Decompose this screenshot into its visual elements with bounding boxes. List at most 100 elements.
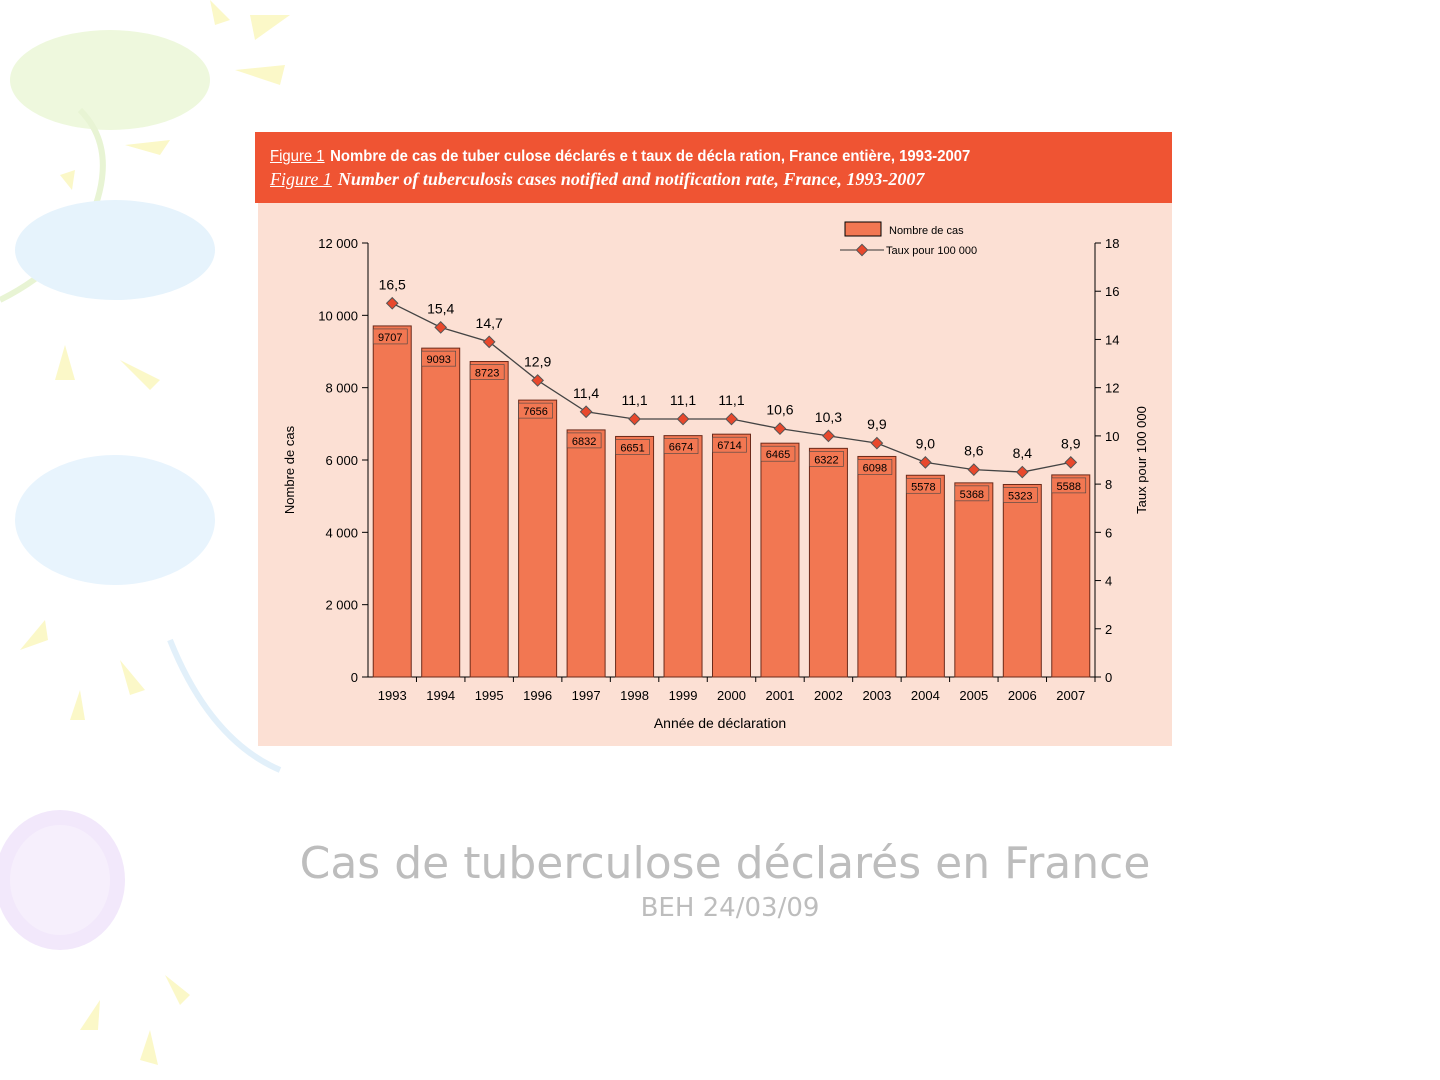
bar-value-label: 6674 bbox=[669, 442, 693, 454]
bar-value-label: 6322 bbox=[814, 454, 838, 466]
y-tick-label: 4 000 bbox=[325, 525, 358, 540]
x-tick-label: 1998 bbox=[620, 688, 649, 703]
rate-point bbox=[773, 422, 787, 436]
bar-value-label: 5588 bbox=[1057, 481, 1081, 493]
rate-value-label: 14,7 bbox=[476, 315, 503, 331]
x-tick-label: 1997 bbox=[572, 688, 601, 703]
rate-point bbox=[822, 429, 835, 443]
slide-title: Cas de tuberculose déclarés en France bbox=[299, 838, 1151, 889]
y-right-tick-label: 0 bbox=[1105, 670, 1112, 685]
bar bbox=[663, 435, 703, 678]
rate-value-label: 8,6 bbox=[964, 443, 984, 459]
bar bbox=[712, 433, 751, 678]
y-axis-right-label: Taux pour 100 000 bbox=[1134, 406, 1149, 514]
x-tick-label: 2004 bbox=[911, 688, 940, 703]
figure-title-fr-text: Nombre de cas de tuber culose déclarés e… bbox=[330, 148, 971, 165]
y-right-tick-label: 14 bbox=[1105, 332, 1119, 347]
rate-point bbox=[1064, 456, 1078, 469]
y-right-tick-label: 6 bbox=[1105, 525, 1112, 540]
bar-value-box bbox=[712, 436, 747, 453]
y-tick-label: 12 000 bbox=[318, 236, 358, 251]
rate-value-label: 9,9 bbox=[867, 416, 887, 432]
bar-value-box bbox=[906, 477, 941, 494]
rate-value-label: 11,4 bbox=[573, 385, 599, 401]
slide-source: BEH 24/03/09 bbox=[640, 893, 820, 923]
rate-value-label: 15,4 bbox=[427, 300, 454, 316]
rate-value-label: 11,1 bbox=[621, 392, 647, 408]
bar bbox=[954, 482, 994, 678]
bar-value-box bbox=[857, 459, 893, 475]
bar bbox=[615, 435, 655, 678]
bar bbox=[518, 399, 558, 678]
rate-point bbox=[434, 321, 448, 334]
y-right-tick-label: 18 bbox=[1105, 236, 1119, 251]
figure-title-fr: Figure 1 Nombre de cas de tuber culose dé… bbox=[270, 148, 970, 166]
x-tick-label: 1995 bbox=[475, 688, 504, 703]
bar bbox=[372, 325, 412, 678]
bar-value-box bbox=[954, 485, 990, 502]
x-axis-label: Année de déclaration bbox=[654, 715, 786, 731]
rate-point bbox=[482, 335, 496, 349]
rate-point bbox=[385, 296, 399, 310]
figure-title-en-text: Number of tuberculosis cases notified an… bbox=[337, 169, 925, 189]
bar-value-box bbox=[518, 402, 553, 419]
bar bbox=[1002, 483, 1042, 678]
y-tick-label: 10 000 bbox=[318, 308, 358, 323]
bar bbox=[566, 429, 606, 678]
figure-header: Figure 1 Nombre de cas de tuber culose dé… bbox=[255, 132, 1172, 203]
bar-value-label: 6098 bbox=[863, 462, 887, 474]
bar-value-label: 9093 bbox=[426, 354, 450, 366]
rate-point bbox=[531, 374, 544, 387]
rate-point bbox=[919, 456, 932, 469]
x-tick-label: 2007 bbox=[1056, 688, 1085, 703]
rate-value-label: 9,0 bbox=[916, 435, 936, 451]
bar-value-label: 7656 bbox=[523, 406, 547, 418]
bar bbox=[905, 474, 945, 678]
rate-value-label: 16,5 bbox=[379, 276, 406, 292]
x-tick-label: 1993 bbox=[378, 688, 407, 703]
x-tick-label: 2006 bbox=[1008, 688, 1037, 703]
figure-label-fr: Figure 1 bbox=[270, 148, 325, 165]
bar bbox=[469, 361, 509, 678]
bar-value-box bbox=[1002, 487, 1038, 503]
rate-value-label: 11,1 bbox=[670, 392, 696, 408]
bar-value-label: 6651 bbox=[620, 442, 644, 454]
x-tick-label: 1999 bbox=[669, 688, 698, 703]
x-tick-label: 2001 bbox=[766, 688, 795, 703]
legend-marker-icon bbox=[855, 243, 869, 257]
bar-value-label: 8723 bbox=[475, 368, 499, 380]
y-tick-label: 8 000 bbox=[325, 381, 358, 396]
rate-value-label: 8,4 bbox=[1013, 445, 1033, 461]
legend-line-label: Taux pour 100 000 bbox=[886, 245, 977, 257]
bar-value-box bbox=[1051, 477, 1087, 494]
legend-bar-label: Nombre de cas bbox=[889, 225, 964, 237]
bar-value-box bbox=[421, 350, 457, 367]
bar bbox=[1051, 474, 1091, 678]
bar bbox=[857, 455, 897, 678]
rate-point bbox=[725, 412, 738, 426]
x-tick-label: 2003 bbox=[862, 688, 891, 703]
bar-value-label: 5578 bbox=[911, 481, 935, 493]
bar-value-label: 5323 bbox=[1008, 490, 1032, 502]
y-right-tick-label: 4 bbox=[1105, 574, 1112, 589]
rate-value-label: 12,9 bbox=[524, 353, 551, 369]
bar bbox=[421, 347, 461, 678]
rate-value-label: 8,9 bbox=[1061, 435, 1081, 451]
y-tick-label: 0 bbox=[351, 670, 358, 685]
bar-value-label: 5368 bbox=[960, 489, 984, 501]
bar-value-label: 6832 bbox=[572, 436, 596, 448]
bar bbox=[760, 442, 800, 678]
bar bbox=[808, 447, 848, 678]
bar-value-box bbox=[469, 364, 505, 380]
y-right-tick-label: 12 bbox=[1105, 381, 1119, 396]
rate-point bbox=[967, 463, 981, 477]
x-tick-label: 1994 bbox=[426, 688, 455, 703]
y-right-tick-label: 2 bbox=[1105, 622, 1112, 637]
bar-value-box bbox=[372, 328, 408, 345]
figure-label-en: Figure 1 bbox=[270, 169, 332, 189]
x-tick-label: 2000 bbox=[717, 688, 746, 703]
x-tick-label: 2005 bbox=[959, 688, 988, 703]
bar-value-box bbox=[809, 451, 844, 467]
bar-value-box bbox=[615, 439, 650, 455]
